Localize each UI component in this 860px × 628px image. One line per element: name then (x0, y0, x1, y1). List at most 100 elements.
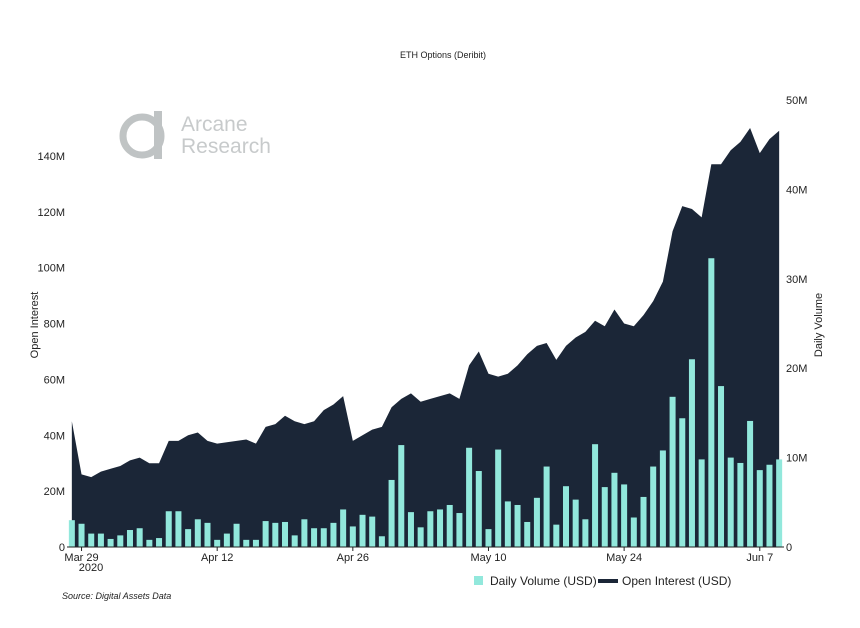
volume-bar (369, 516, 376, 547)
source-note: Source: Digital Assets Data (62, 591, 171, 601)
volume-bar (107, 538, 114, 547)
volume-bar (204, 522, 211, 547)
volume-bar (640, 496, 647, 547)
volume-bar (427, 511, 434, 547)
volume-bar (688, 359, 695, 547)
x-tick-label: May 10 (470, 552, 506, 564)
x-axis-ticks: Mar 29 Apr 12 Apr 26 May 10 May 24 Jun 7 (64, 547, 773, 564)
volume-bar (311, 528, 318, 547)
y-left-tick-label: 40M (44, 430, 65, 442)
volume-bar (282, 521, 289, 547)
volume-bar (185, 529, 192, 547)
y-right-tick-label: 40M (786, 184, 807, 196)
volume-bar (524, 521, 531, 547)
volume-bar (446, 504, 453, 547)
logo-line-1: Arcane (181, 113, 248, 136)
volume-bar (533, 497, 540, 547)
volume-bar (747, 420, 754, 547)
y-left-tick-label: 100M (37, 263, 65, 275)
volume-bar (97, 533, 104, 547)
volume-bar (679, 418, 686, 547)
y-left-tick-label: 140M (37, 151, 65, 163)
y-right-tick-label: 0 (786, 542, 792, 554)
y-left-tick-label: 80M (44, 319, 65, 331)
volume-bar (592, 444, 599, 547)
x-tick-label: Apr 12 (201, 552, 233, 564)
legend: Daily Volume (USD) Open Interest (USD) (474, 574, 731, 588)
volume-bar (117, 535, 124, 547)
volume-bar (698, 459, 705, 547)
y-left-tick-label: 20M (44, 486, 65, 498)
y-right-tick-label: 30M (786, 274, 807, 286)
volume-bar (262, 521, 269, 547)
volume-bar (88, 533, 95, 547)
open-interest-area (71, 127, 780, 547)
volume-bar (252, 539, 259, 547)
daily-volume-bars-layer (68, 258, 783, 547)
volume-bar (466, 447, 473, 547)
volume-bar (388, 479, 395, 547)
volume-bar (407, 512, 414, 547)
x-tick-label: Mar 29 (64, 552, 98, 564)
volume-bar (582, 519, 589, 547)
y-left-axis-title: Open Interest (29, 292, 41, 359)
y-right-tick-label: 20M (786, 363, 807, 375)
y-left-tick-label: 120M (37, 207, 65, 219)
volume-bar (776, 459, 783, 547)
legend-label-open-interest: Open Interest (USD) (622, 574, 731, 588)
y-right-axis-ticks: 0 10M 20M 30M 40M 50M (786, 95, 807, 554)
volume-bar (475, 471, 482, 547)
volume-bar (737, 462, 744, 547)
volume-bar (291, 535, 298, 547)
volume-bar (243, 539, 250, 547)
volume-bar (194, 519, 201, 547)
volume-bar (136, 528, 143, 547)
legend-label-volume: Daily Volume (USD) (490, 574, 597, 588)
volume-bar (756, 470, 763, 547)
volume-bar (349, 526, 356, 547)
volume-bar (175, 511, 182, 547)
arcane-research-logo: Arcane Research (119, 111, 271, 159)
volume-bar (669, 396, 676, 547)
volume-bar (233, 523, 240, 547)
volume-bar (601, 487, 608, 547)
volume-bar (320, 528, 327, 547)
volume-bar (630, 517, 637, 547)
volume-bar (718, 386, 725, 547)
logo-line-2: Research (181, 135, 271, 158)
volume-bar (437, 509, 444, 547)
volume-bar (766, 464, 773, 547)
volume-bar (378, 536, 385, 547)
volume-bar (146, 539, 153, 547)
volume-bar (330, 522, 337, 547)
volume-bar (727, 457, 734, 547)
x-tick-label: Apr 26 (337, 552, 369, 564)
y-left-tick-label: 60M (44, 374, 65, 386)
y-left-axis-ticks: 0 20M 40M 60M 80M 100M 120M 140M (37, 151, 65, 554)
volume-bar (340, 509, 347, 547)
volume-bar (659, 450, 666, 547)
volume-bar (504, 501, 511, 547)
volume-bar (417, 527, 424, 547)
volume-bar (214, 539, 221, 547)
volume-bar (301, 519, 308, 547)
volume-bar (495, 449, 502, 547)
legend-swatch-open-interest (598, 579, 618, 583)
volume-bar (514, 504, 521, 547)
x-tick-label: Jun 7 (746, 552, 773, 564)
volume-bar (485, 529, 492, 547)
volume-bar (553, 524, 560, 547)
x-tick-label: May 24 (606, 552, 642, 564)
open-interest-area-layer (71, 127, 780, 547)
legend-swatch-volume (474, 576, 483, 585)
volume-bar (126, 530, 133, 547)
y-right-axis-title: Daily Volume (813, 293, 825, 357)
chart-title: ETH Options (Deribit) (400, 50, 486, 60)
volume-bar (543, 466, 550, 547)
y-right-tick-label: 50M (786, 95, 807, 107)
y-right-tick-label: 10M (786, 453, 807, 465)
volume-bar (650, 466, 657, 547)
volume-bar (621, 484, 628, 547)
